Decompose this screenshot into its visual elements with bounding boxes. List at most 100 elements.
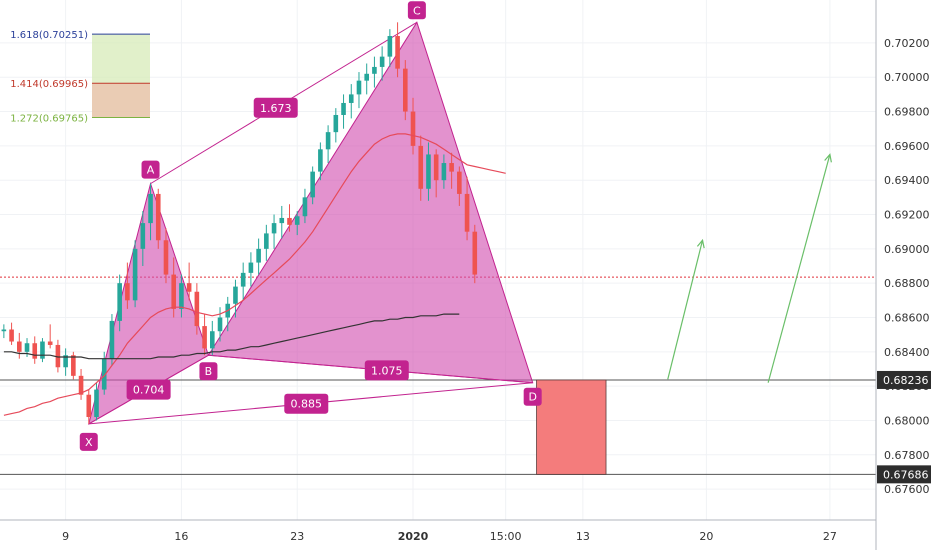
candle-body [472, 231, 478, 275]
candle-body [140, 223, 146, 249]
candle-body [32, 343, 38, 359]
candle-body [132, 248, 138, 301]
candle-body [356, 80, 362, 95]
ratio-badge [364, 360, 409, 381]
candle-body [109, 320, 115, 359]
candle-body [171, 274, 176, 309]
ratio-label: 1.673 [260, 102, 292, 115]
candle-body [287, 217, 292, 225]
candle-body [364, 73, 369, 81]
ratio-badge [284, 393, 329, 414]
pattern-point-label: B [205, 365, 213, 378]
moving-averages [3, 133, 506, 416]
ratio-label: 0.885 [291, 398, 323, 411]
y-tick-label: 0.69000 [884, 243, 930, 256]
projection-arrow [667, 240, 704, 380]
projection-arrow-head [696, 238, 705, 249]
x-axis: 9 16 23 2020 15:00 13 20 27 [0, 519, 876, 543]
candle-body [449, 163, 454, 172]
moving-average-line [3, 313, 460, 360]
pattern-point-badge [79, 432, 98, 451]
candle-body [387, 36, 393, 57]
pattern-point-label: X [85, 436, 93, 449]
candle-body [9, 329, 14, 342]
x-tick-label: 2020 [398, 530, 429, 543]
candle-body [318, 149, 323, 172]
fib-level-label: 1.272(0.69765) [10, 114, 88, 125]
target-zone [536, 379, 607, 475]
y-tick-label: 0.70200 [884, 37, 930, 50]
candles [1, 22, 478, 424]
x-tick-label: 27 [823, 530, 837, 543]
y-tick-label: 0.69200 [884, 209, 930, 222]
price-badge [877, 370, 931, 389]
target-box [536, 379, 607, 475]
ratio-badge [253, 97, 298, 118]
candle-body [179, 283, 184, 309]
x-tick-label: 23 [290, 530, 304, 543]
pattern-points: X A B C D [79, 1, 542, 451]
candle-body [248, 262, 254, 273]
candle-body [186, 283, 192, 292]
candle-body [63, 355, 68, 368]
candle-body [194, 291, 200, 327]
y-tick-label: 0.68400 [884, 346, 930, 359]
candle-body [379, 56, 385, 67]
candle-body [418, 145, 424, 189]
x-tick-label: 16 [174, 530, 188, 543]
price-badge [877, 465, 931, 484]
price-badge-label: 0.68236 [883, 374, 929, 387]
candle-body [1, 329, 7, 332]
candle-body [78, 375, 84, 395]
candle-body [71, 355, 76, 376]
candle-body [395, 36, 400, 69]
y-tick-label: 0.70000 [884, 71, 930, 84]
price-badge-label: 0.67686 [883, 468, 929, 481]
fib-level-label: 1.414(0.69965) [10, 79, 88, 90]
candle-body [24, 343, 30, 352]
pattern-point-label: C [413, 4, 421, 17]
pattern-point-badge [141, 160, 160, 179]
ratio-label: 0.704 [133, 384, 165, 397]
fib-zone-upper [92, 34, 150, 84]
x-tick-label: 9 [62, 530, 69, 543]
candle-body [279, 217, 285, 224]
candle-body [217, 317, 223, 332]
ratio-badge [126, 379, 171, 400]
projection-arrows [667, 153, 832, 383]
projection-arrow [767, 154, 831, 383]
candle-body [94, 389, 99, 418]
candle-body [441, 163, 447, 181]
candle-body [117, 283, 122, 321]
fib-level-label: 1.618(0.70251) [10, 30, 88, 41]
pattern-point-label: D [528, 391, 536, 404]
candle-body [325, 132, 331, 150]
candle-body [302, 197, 308, 217]
candle-body [271, 223, 277, 234]
candle-body [372, 66, 377, 74]
candle-body [210, 331, 215, 349]
candle-body [40, 341, 45, 359]
candle-body [264, 233, 269, 249]
candle-body [17, 341, 22, 352]
pattern-point-label: A [147, 164, 155, 177]
candle-body [163, 240, 169, 275]
candle-body [86, 394, 92, 418]
candle-body [148, 193, 153, 224]
x-tick-label: 20 [699, 530, 713, 543]
ratio-label: 1.075 [371, 364, 403, 377]
candle-body [410, 111, 416, 146]
candle-body [155, 193, 161, 241]
projection-arrow-head [824, 153, 832, 163]
pattern-point-badge [407, 1, 426, 20]
pattern-ratios: 1.673 0.704 1.075 0.885 [126, 97, 409, 414]
x-tick-label: 13 [576, 530, 590, 543]
fib-zone-lower [92, 83, 150, 118]
candle-body [294, 216, 300, 225]
triangle-bcd [207, 21, 534, 384]
y-tick-label: 0.68000 [884, 414, 930, 427]
candle-body [233, 286, 238, 304]
y-axis: 0.676000.678000.680000.682000.684000.686… [875, 0, 931, 550]
candle-body [202, 326, 207, 349]
